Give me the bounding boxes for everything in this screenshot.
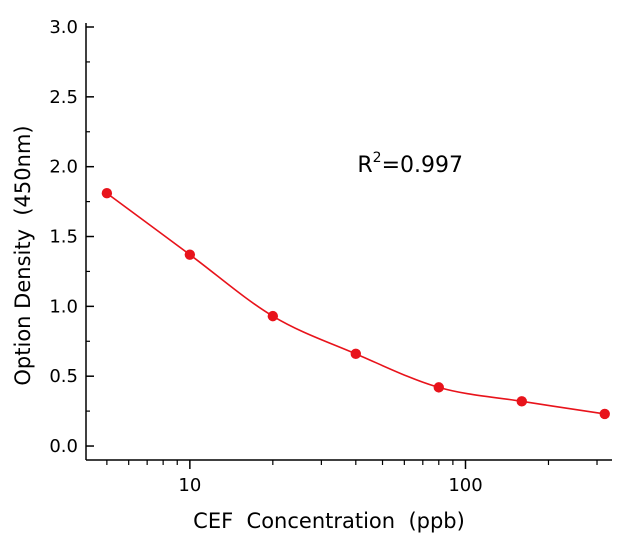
data-point xyxy=(433,382,444,393)
y-tick-label: 2.5 xyxy=(49,87,78,108)
x-tick-label: 100 xyxy=(448,475,482,496)
data-point xyxy=(350,348,362,360)
y-tick-label: 1.0 xyxy=(49,296,78,317)
y-tick-label: 2.0 xyxy=(49,157,78,178)
data-point xyxy=(101,188,113,199)
y-axis-title: Option Density (450nm) xyxy=(11,125,35,385)
data-point xyxy=(516,396,527,407)
x-axis-title: CEF Concentration (ppb) xyxy=(193,509,465,533)
r-squared-annotation: R2=0.997 xyxy=(357,150,463,178)
axes xyxy=(85,23,612,461)
y-tick-label: 3.0 xyxy=(49,17,78,38)
y-tick-label: 0.0 xyxy=(49,436,78,457)
data-point xyxy=(599,408,610,420)
data-points xyxy=(101,188,610,420)
y-tick-label: 1.5 xyxy=(49,227,78,248)
x-tick-label: 10 xyxy=(178,475,201,496)
y-tick-label: 0.5 xyxy=(49,366,78,387)
data-point xyxy=(267,310,279,322)
ticks: 0.0 0.5 1.0 1.5 2.0 2.5 3.0 10 100 xyxy=(49,17,598,496)
fit-curve xyxy=(106,192,605,415)
data-point xyxy=(184,249,196,260)
